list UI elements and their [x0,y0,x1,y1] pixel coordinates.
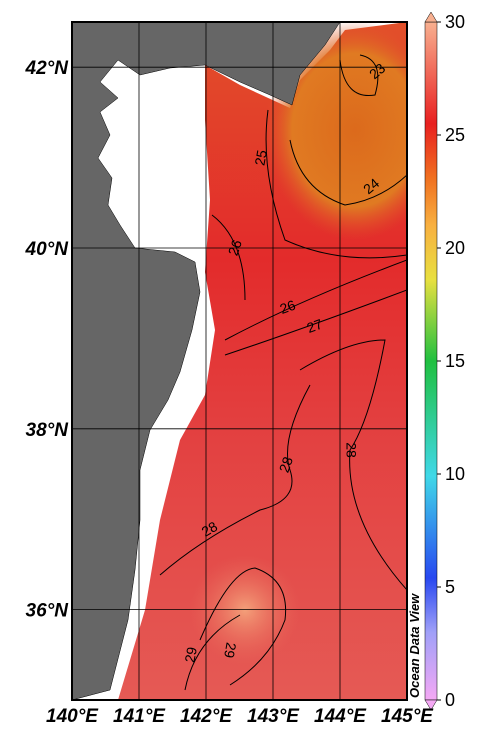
watermark: Ocean Data View [407,593,422,698]
y-tick-label: 40°N [25,239,70,260]
x-tick-label: 144°E [314,706,367,727]
colorbar-max-arrow [424,11,438,23]
colorbar-min-arrow [424,699,438,711]
contour-label: 29 [221,641,239,659]
frame [71,21,408,701]
warm-area [190,555,300,665]
contour-label: 28 [276,454,296,474]
colorbar-tick-label: 5 [445,577,455,597]
y-tick-label: 36°N [26,601,70,622]
contours [159,54,407,691]
land [72,22,341,700]
colorbar-tick-label: 0 [445,690,455,710]
y-tick-label: 38°N [26,420,70,441]
x-tick-label: 140°E [46,706,99,727]
contour-label: 27 [305,316,325,336]
contour-label: 29 [181,646,199,664]
colorbar [424,21,438,701]
x-tick-label: 143°E [247,706,300,727]
colorbar-tick-label: 25 [445,125,465,145]
colorbar-tick-label: 15 [445,351,465,371]
contour-label: 25 [251,149,269,167]
contour-label: 28 [199,518,221,540]
y-tick-label: 42°N [25,58,70,79]
x-tick-label: 145°E [381,706,434,727]
cool-area [265,22,407,240]
colorbar-tick-label: 20 [445,238,465,258]
map-area [72,22,407,700]
colorbar-tick-label: 30 [445,12,465,32]
contour-label: 26 [278,297,298,317]
x-tick-label: 141°E [113,706,166,727]
contour-label: 28 [343,442,359,458]
x-tick-label: 142°E [180,706,233,727]
colorbar-tick-label: 10 [445,464,465,484]
contour-label: 26 [225,237,245,257]
